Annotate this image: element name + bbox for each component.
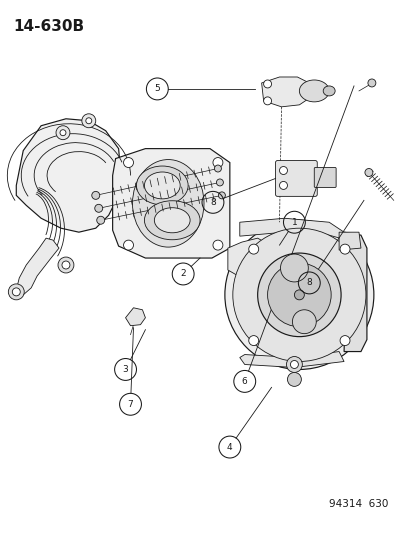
Circle shape [56,126,70,140]
Circle shape [279,181,287,189]
Circle shape [82,114,95,128]
Polygon shape [16,238,59,295]
Circle shape [85,118,92,124]
Ellipse shape [323,86,335,96]
Polygon shape [239,218,346,240]
Text: 3: 3 [122,365,128,374]
Circle shape [339,244,349,254]
Circle shape [95,204,102,212]
Circle shape [60,130,66,136]
Circle shape [248,336,258,345]
Polygon shape [239,352,343,367]
Polygon shape [16,119,120,232]
Circle shape [364,168,372,176]
Circle shape [123,240,133,250]
FancyBboxPatch shape [275,160,316,196]
Text: 5: 5 [154,84,160,93]
Circle shape [12,288,20,296]
Text: 4: 4 [226,442,232,451]
Circle shape [62,261,70,269]
Circle shape [92,191,100,199]
Ellipse shape [154,208,190,233]
Circle shape [123,158,133,167]
Circle shape [286,357,301,373]
Text: 8: 8 [306,278,311,287]
Circle shape [218,192,225,199]
Text: 14-630B: 14-630B [13,19,84,34]
Circle shape [339,336,349,345]
Circle shape [97,216,104,224]
Circle shape [287,373,301,386]
Text: 94314  630: 94314 630 [329,499,388,508]
Circle shape [263,97,271,105]
Circle shape [212,240,222,250]
Circle shape [58,257,74,273]
Circle shape [232,228,365,361]
Polygon shape [125,308,145,326]
Circle shape [257,253,340,337]
Circle shape [263,80,271,88]
Circle shape [224,220,373,369]
Text: 6: 6 [241,377,247,386]
Circle shape [248,244,258,254]
Circle shape [212,158,222,167]
Circle shape [280,254,308,282]
Circle shape [216,179,223,186]
Text: 1: 1 [291,218,297,227]
Text: 7: 7 [127,400,133,409]
Ellipse shape [132,159,204,247]
Ellipse shape [299,80,328,102]
Circle shape [279,166,287,174]
Text: 2: 2 [180,270,185,278]
Ellipse shape [136,166,188,205]
Circle shape [292,310,316,334]
Circle shape [8,284,24,300]
Text: 8: 8 [209,198,215,207]
Polygon shape [227,238,264,278]
Polygon shape [261,77,311,107]
FancyBboxPatch shape [313,167,335,188]
Circle shape [267,263,330,327]
Circle shape [214,165,221,172]
Polygon shape [343,232,366,352]
Polygon shape [338,232,360,250]
Ellipse shape [144,172,180,199]
Ellipse shape [144,201,199,240]
Polygon shape [112,149,229,258]
Circle shape [294,290,304,300]
Circle shape [367,79,375,87]
Circle shape [290,360,298,368]
